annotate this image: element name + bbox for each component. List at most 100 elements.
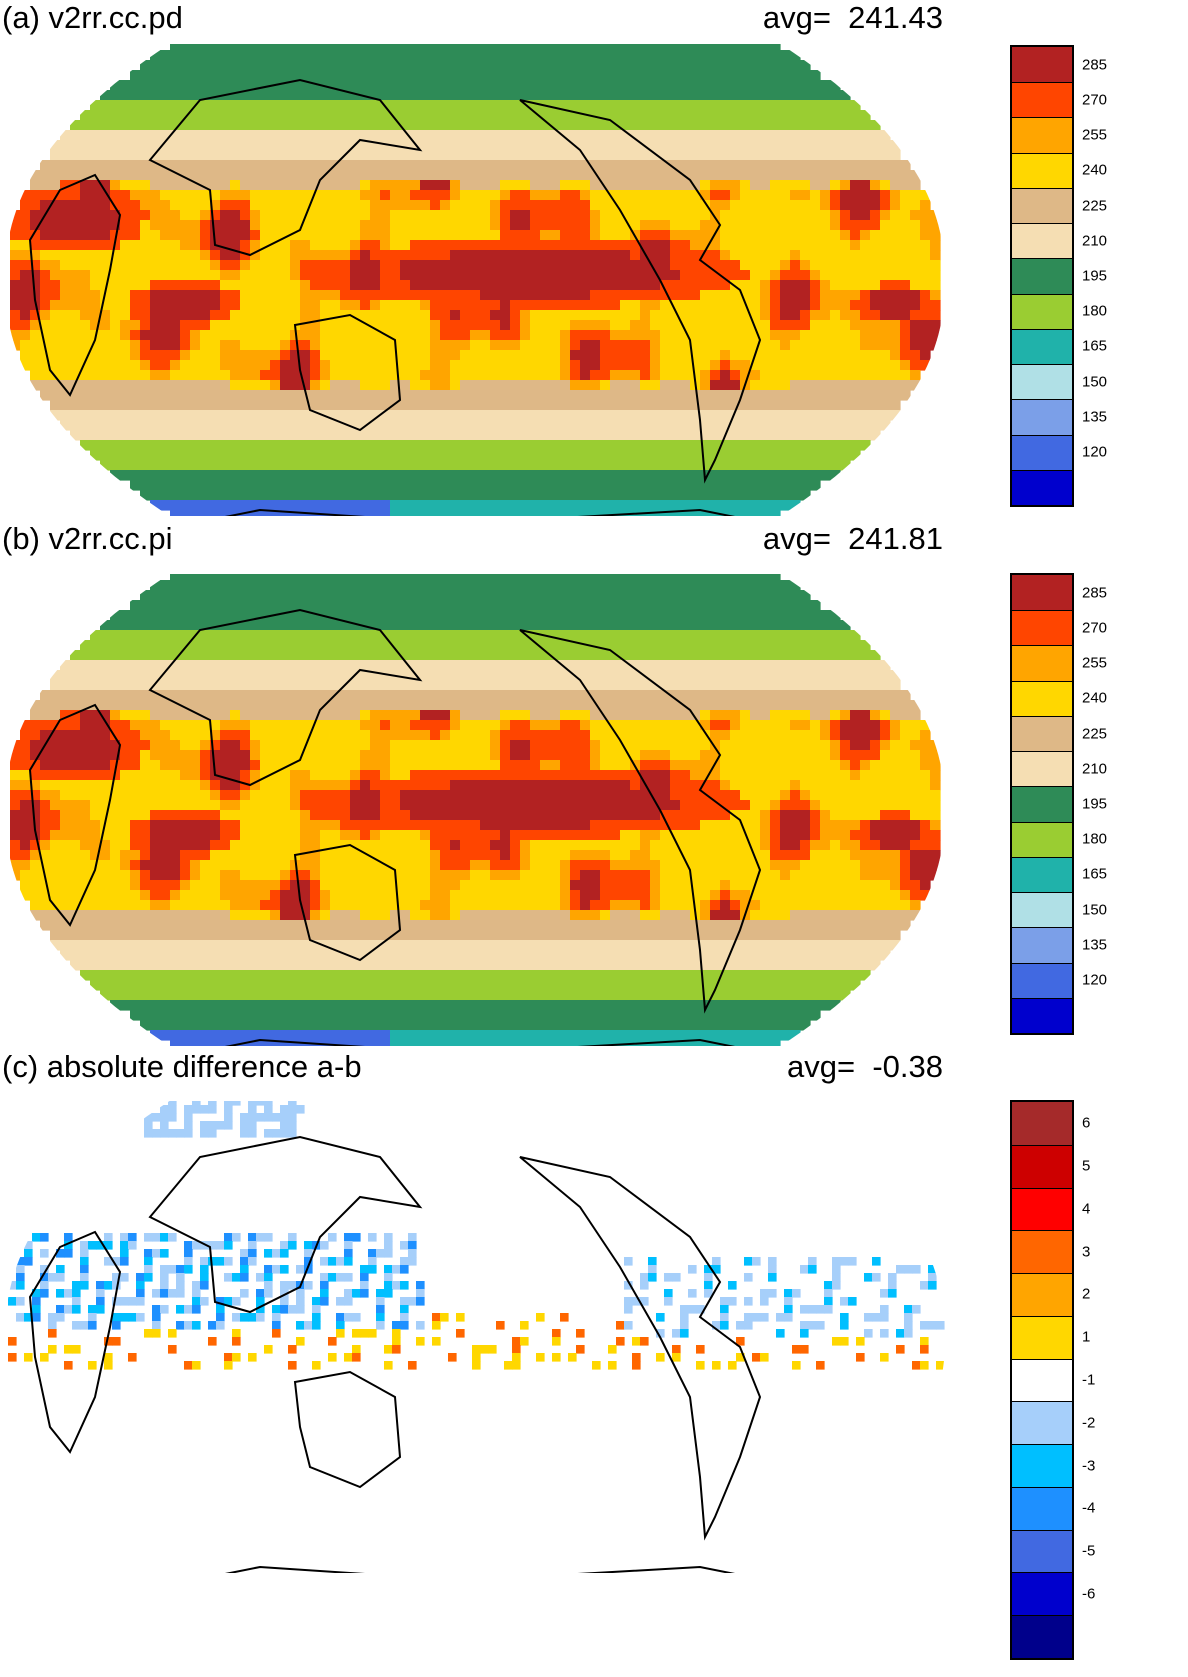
colorbar-swatch — [1012, 927, 1072, 964]
colorbar-tick-label: 150 — [1082, 901, 1108, 919]
coastline — [293, 1370, 402, 1489]
colorbar-tick-label: -6 — [1082, 1585, 1096, 1603]
colorbar-divider — [1012, 1230, 1072, 1232]
colorbar-swatch — [1012, 1572, 1072, 1616]
colorbar-divider — [1012, 892, 1072, 894]
avg-value: -0.38 — [872, 1049, 943, 1084]
colorbar-divider — [1012, 610, 1072, 612]
colorbar-divider — [1012, 82, 1072, 84]
colorbar-divider — [1012, 715, 1072, 717]
colorbar-tick-label: 165 — [1082, 865, 1108, 883]
colorbar-tick-label: 255 — [1082, 654, 1108, 672]
colorbar-swatch — [1012, 1358, 1072, 1402]
colorbar-divider — [1012, 399, 1072, 401]
colorbar-swatch — [1012, 610, 1072, 646]
colorbar-swatch — [1012, 1144, 1072, 1189]
colorbar-swatch — [1012, 1187, 1072, 1231]
colorbar-swatch — [1012, 47, 1072, 83]
colorbar-tick-label: 255 — [1082, 126, 1108, 144]
coastline — [28, 173, 122, 397]
colorbar-tick-label: 270 — [1082, 91, 1108, 109]
panel-a: (a) v2rr.cc.pd avg= 241.43 — [0, 0, 1188, 520]
colorbar-swatch — [1012, 786, 1072, 823]
colorbar-swatch — [1012, 575, 1072, 611]
colorbar-swatch — [1012, 364, 1072, 400]
colorbar-tick-label: -4 — [1082, 1499, 1096, 1517]
colorbar-divider — [1012, 927, 1072, 929]
avg-label: avg= — [787, 1049, 856, 1084]
coastline — [28, 703, 122, 927]
coastline — [148, 78, 423, 257]
colorbar-swatch — [1012, 1273, 1072, 1317]
colorbar-swatch — [1012, 1486, 1072, 1531]
colorbar-tick-label: -5 — [1082, 1542, 1096, 1560]
colorbar-tick-label: 180 — [1082, 302, 1108, 320]
coastline — [519, 99, 762, 484]
colorbar-swatch — [1012, 715, 1072, 752]
colorbar-divider — [1012, 1486, 1072, 1488]
colorbar-tick-label: 165 — [1082, 337, 1108, 355]
colorbar-divider — [1012, 223, 1072, 225]
coastline — [148, 1135, 423, 1314]
panel-avg: avg= 241.43 — [763, 0, 943, 36]
colorbar-swatch — [1012, 892, 1072, 928]
colorbar-swatch — [1012, 434, 1072, 471]
map-grid — [10, 574, 941, 1046]
colorbar-swatch — [1012, 82, 1072, 118]
colorbar-tick-label: 3 — [1082, 1243, 1091, 1261]
colorbar-tick-label: 225 — [1082, 197, 1108, 215]
colorbar-swatch — [1012, 1315, 1072, 1360]
panel-avg: avg= 241.81 — [763, 521, 943, 557]
colorbar-swatch — [1012, 1444, 1072, 1488]
colorbar-divider — [1012, 328, 1072, 330]
colorbar-divider — [1012, 1401, 1072, 1403]
colorbar-divider — [1012, 364, 1072, 366]
colorbar-tick-label: 210 — [1082, 760, 1108, 778]
panel-title: (a) v2rr.cc.pd — [2, 0, 183, 35]
colorbar-tick-label: 135 — [1082, 936, 1108, 954]
colorbar-divider — [1012, 1358, 1072, 1360]
coastline — [293, 313, 402, 432]
colorbar-divider — [1012, 1273, 1072, 1275]
map-grid — [10, 44, 941, 516]
coastline — [159, 1565, 801, 1573]
avg-value: 241.43 — [848, 0, 943, 35]
colorbar-field — [1010, 573, 1074, 1035]
colorbar-swatch — [1012, 856, 1072, 893]
colorbar-swatch — [1012, 1615, 1072, 1659]
colorbar-divider — [1012, 1572, 1072, 1574]
colorbar-divider — [1012, 680, 1072, 682]
colorbar-divider — [1012, 187, 1072, 189]
coastline — [159, 1038, 801, 1046]
colorbar-swatch — [1012, 821, 1072, 858]
colorbar-divider — [1012, 1187, 1072, 1189]
colorbar-tick-label: 120 — [1082, 443, 1108, 461]
panel-title: (c) absolute difference a-b — [2, 1049, 362, 1084]
map-field-pi — [10, 574, 941, 1046]
colorbar-swatch — [1012, 1102, 1072, 1146]
colorbar-tick-label: 225 — [1082, 725, 1108, 743]
coastline — [159, 508, 801, 516]
colorbar-divider — [1012, 1615, 1072, 1617]
colorbar-swatch — [1012, 962, 1072, 999]
colorbar-tick-label: -2 — [1082, 1414, 1096, 1432]
colorbar-divider — [1012, 469, 1072, 471]
colorbar-field — [1010, 45, 1074, 507]
colorbar-divider — [1012, 117, 1072, 119]
map-field-pd — [10, 44, 941, 516]
colorbar-divider — [1012, 645, 1072, 647]
colorbar-swatch — [1012, 187, 1072, 224]
colorbar-swatch — [1012, 469, 1072, 506]
avg-label: avg= — [762, 521, 831, 556]
colorbar-divider — [1012, 751, 1072, 753]
coastline — [519, 1156, 762, 1541]
coastline — [148, 608, 423, 787]
colorbar-tick-label: 240 — [1082, 689, 1108, 707]
colorbar-divider — [1012, 821, 1072, 823]
colorbar-divider — [1012, 1529, 1072, 1531]
colorbar-divider — [1012, 856, 1072, 858]
colorbar-swatch — [1012, 258, 1072, 295]
colorbar-divider — [1012, 1444, 1072, 1446]
colorbar-tick-label: 285 — [1082, 584, 1108, 602]
